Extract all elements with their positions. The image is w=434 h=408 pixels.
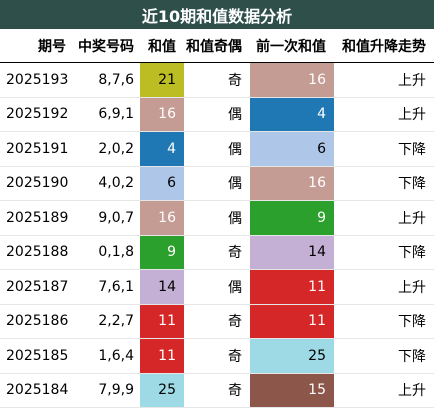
trend-cell: 上升 [334,269,434,305]
period-cell: 2025190 [0,166,72,201]
trend-cell: 上升 [334,200,434,236]
period-cell: 2025184 [0,373,72,408]
table-row: 2025187 7,6,1 14 偶 11 上升 [0,269,434,305]
sum-cell: 6 [140,166,184,201]
numbers-cell: 6,9,1 [72,97,140,132]
sum-cell: 11 [140,338,184,374]
table-row: 2025186 2,2,7 11 奇 11 下降 [0,304,434,339]
trend-cell: 下降 [334,338,434,374]
table-title: 近10期和值数据分析 [0,0,434,29]
period-cell: 2025189 [0,200,72,236]
sum-cell: 21 [140,62,184,98]
numbers-cell: 7,6,1 [72,269,140,305]
header-sum: 和值 [140,29,184,63]
prev-sum-cell: 9 [250,200,334,236]
parity-cell: 偶 [184,131,250,167]
period-cell: 2025187 [0,269,72,305]
trend-cell: 上升 [334,97,434,132]
header-parity: 和值奇偶 [184,29,250,63]
period-cell: 2025192 [0,97,72,132]
sum-cell: 4 [140,131,184,167]
table-row: 2025193 8,7,6 21 奇 16 上升 [0,62,434,98]
trend-cell: 下降 [334,166,434,201]
prev-sum-cell: 4 [250,97,334,132]
prev-sum-cell: 6 [250,131,334,167]
parity-cell: 偶 [184,97,250,132]
trend-cell: 下降 [334,131,434,167]
numbers-cell: 1,6,4 [72,338,140,374]
numbers-cell: 9,0,7 [72,200,140,236]
trend-cell: 下降 [334,304,434,339]
prev-sum-cell: 16 [250,62,334,98]
trend-cell: 上升 [334,373,434,408]
sum-cell: 25 [140,373,184,408]
sum-cell: 16 [140,97,184,132]
parity-cell: 奇 [184,373,250,408]
sum-cell: 16 [140,200,184,236]
numbers-cell: 2,2,7 [72,304,140,339]
prev-sum-cell: 15 [250,373,334,408]
prev-sum-cell: 14 [250,235,334,270]
numbers-cell: 8,7,6 [72,62,140,98]
table-row: 2025188 0,1,8 9 奇 14 下降 [0,235,434,270]
table-body: 2025193 8,7,6 21 奇 16 上升 2025192 6,9,1 16 偶 4 上升 202… [0,62,434,408]
table-row: 2025192 6,9,1 16 偶 4 上升 [0,97,434,132]
sum-cell: 9 [140,235,184,270]
prev-sum-cell: 11 [250,269,334,305]
parity-cell: 偶 [184,200,250,236]
parity-cell: 偶 [184,269,250,305]
numbers-cell: 0,1,8 [72,235,140,270]
table-row: 2025191 2,0,2 4 偶 6 下降 [0,131,434,167]
header-trend: 和值升降走势 [334,29,434,63]
header-numbers: 中奖号码 [72,29,140,63]
period-cell: 2025188 [0,235,72,270]
sum-cell: 11 [140,304,184,339]
period-cell: 2025191 [0,131,72,167]
parity-cell: 偶 [184,166,250,201]
table-row: 2025184 7,9,9 25 奇 15 上升 [0,373,434,408]
table-row: 2025185 1,6,4 11 奇 25 下降 [0,338,434,374]
trend-cell: 上升 [334,62,434,98]
prev-sum-cell: 11 [250,304,334,339]
parity-cell: 奇 [184,235,250,270]
data-table: 期号 中奖号码 和值 和值奇偶 前一次和值 和值升降走势 2025193 8,7,… [0,29,434,408]
numbers-cell: 7,9,9 [72,373,140,408]
parity-cell: 奇 [184,62,250,98]
header-row: 期号 中奖号码 和值 和值奇偶 前一次和值 和值升降走势 [0,29,434,63]
prev-sum-cell: 25 [250,338,334,374]
numbers-cell: 2,0,2 [72,131,140,167]
trend-cell: 下降 [334,235,434,270]
prev-sum-cell: 16 [250,166,334,201]
parity-cell: 奇 [184,338,250,374]
table-row: 2025189 9,0,7 16 偶 9 上升 [0,200,434,236]
parity-cell: 奇 [184,304,250,339]
sum-cell: 14 [140,269,184,305]
numbers-cell: 4,0,2 [72,166,140,201]
header-period: 期号 [0,29,72,63]
table-row: 2025190 4,0,2 6 偶 16 下降 [0,166,434,201]
period-cell: 2025186 [0,304,72,339]
header-prev-sum: 前一次和值 [250,29,334,63]
period-cell: 2025193 [0,62,72,98]
period-cell: 2025185 [0,338,72,374]
